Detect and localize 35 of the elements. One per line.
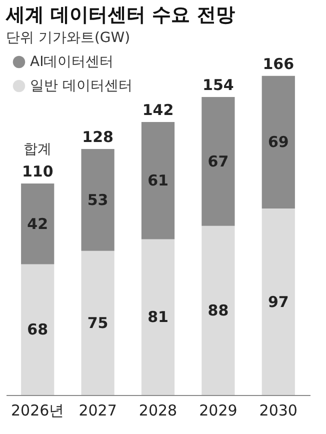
- data-label: 53: [87, 190, 108, 209]
- data-label: 81: [148, 308, 168, 326]
- data-label: 67: [208, 152, 229, 170]
- data-label: 42: [27, 214, 48, 233]
- legend-label: 일반 데이터센터: [30, 78, 132, 94]
- bar: [81, 250, 114, 395]
- x-tick-label: 2027: [78, 402, 117, 420]
- data-label: 97: [268, 292, 289, 311]
- bar: [21, 264, 54, 395]
- data-label: 61: [148, 172, 168, 190]
- data-label: 75: [87, 314, 108, 332]
- x-tick-label: 2026년: [11, 402, 64, 420]
- chart-title: 세계 데이터센터 수요 전망: [5, 4, 235, 26]
- total-label: 154: [202, 76, 234, 94]
- bar: [202, 97, 235, 226]
- bar: [202, 226, 235, 395]
- x-tick-label: 2029: [199, 402, 238, 420]
- chart-subtitle: 단위 기가와트(GW): [6, 30, 130, 46]
- bar: [21, 184, 54, 264]
- total-label: 142: [142, 101, 174, 120]
- data-label: 88: [208, 301, 229, 320]
- bar: [141, 239, 175, 395]
- data-label: 68: [27, 320, 48, 339]
- bar: [262, 208, 295, 395]
- bar: [141, 122, 175, 240]
- bar: [262, 76, 295, 209]
- total-label: 166: [262, 54, 294, 73]
- total-label: 110: [22, 162, 54, 181]
- data-label: 69: [268, 133, 289, 152]
- legend-label: AI데이터센터: [30, 54, 114, 70]
- total-label: 128: [82, 128, 114, 146]
- annotation: 합계: [24, 142, 52, 158]
- x-tick-label: 2030: [259, 402, 298, 420]
- x-tick-label: 2028: [138, 402, 178, 420]
- bar: [81, 148, 114, 251]
